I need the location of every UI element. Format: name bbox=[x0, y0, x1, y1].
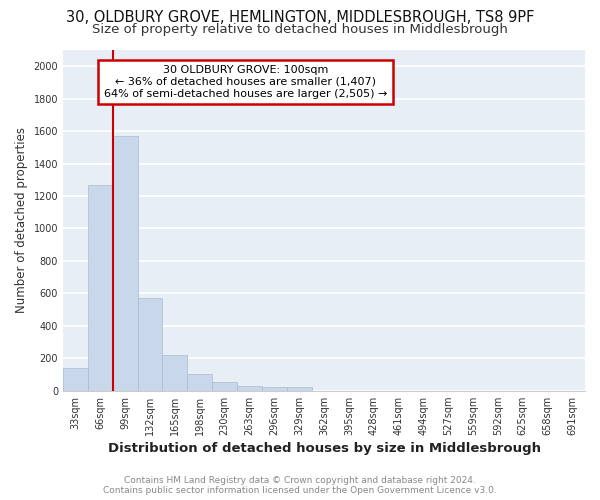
Bar bbox=[237, 386, 262, 390]
Bar bbox=[88, 184, 113, 390]
Text: Contains HM Land Registry data © Crown copyright and database right 2024.
Contai: Contains HM Land Registry data © Crown c… bbox=[103, 476, 497, 495]
Bar bbox=[163, 355, 187, 390]
X-axis label: Distribution of detached houses by size in Middlesbrough: Distribution of detached houses by size … bbox=[107, 442, 541, 455]
Bar bbox=[262, 388, 287, 390]
Bar bbox=[287, 388, 311, 390]
Bar bbox=[212, 382, 237, 390]
Bar bbox=[63, 368, 88, 390]
Bar bbox=[137, 298, 163, 390]
Bar bbox=[113, 136, 137, 390]
Text: 30 OLDBURY GROVE: 100sqm
← 36% of detached houses are smaller (1,407)
64% of sem: 30 OLDBURY GROVE: 100sqm ← 36% of detach… bbox=[104, 66, 388, 98]
Y-axis label: Number of detached properties: Number of detached properties bbox=[15, 128, 28, 314]
Text: 30, OLDBURY GROVE, HEMLINGTON, MIDDLESBROUGH, TS8 9PF: 30, OLDBURY GROVE, HEMLINGTON, MIDDLESBR… bbox=[66, 10, 534, 25]
Bar bbox=[187, 374, 212, 390]
Text: Size of property relative to detached houses in Middlesbrough: Size of property relative to detached ho… bbox=[92, 22, 508, 36]
